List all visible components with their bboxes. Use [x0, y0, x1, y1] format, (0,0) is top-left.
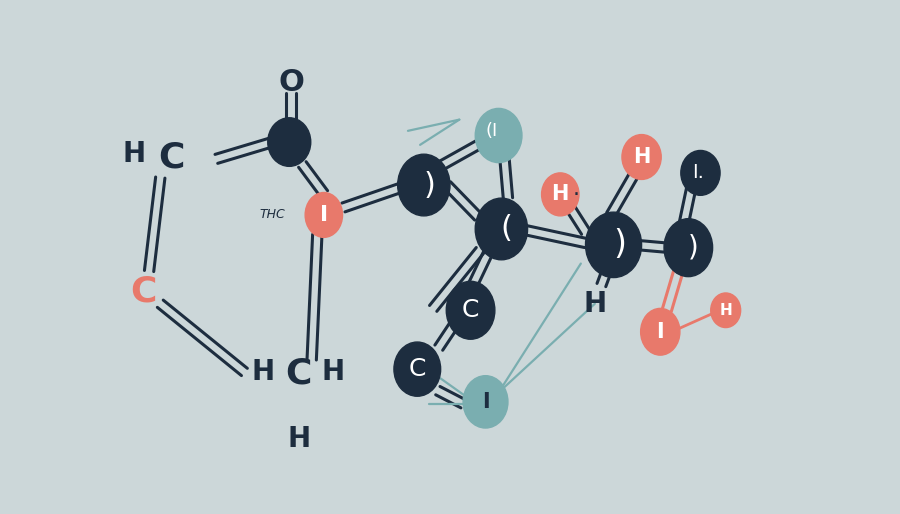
Text: H: H — [321, 358, 345, 386]
Ellipse shape — [641, 308, 680, 355]
Text: C: C — [285, 357, 311, 391]
Text: C: C — [409, 357, 426, 381]
Text: THC: THC — [259, 209, 285, 222]
Ellipse shape — [542, 173, 579, 216]
Ellipse shape — [475, 108, 522, 162]
Text: I: I — [656, 322, 664, 342]
Text: C: C — [462, 298, 479, 322]
Text: C: C — [158, 140, 184, 174]
Text: H: H — [251, 358, 274, 386]
Text: .: . — [572, 179, 580, 199]
Ellipse shape — [398, 154, 450, 216]
Text: O: O — [277, 128, 301, 156]
Ellipse shape — [475, 198, 527, 260]
Text: H: H — [719, 303, 732, 318]
Text: ): ) — [424, 171, 436, 199]
Text: C: C — [130, 274, 157, 308]
Ellipse shape — [664, 218, 713, 277]
Text: H: H — [583, 290, 607, 318]
Ellipse shape — [464, 376, 508, 428]
Ellipse shape — [586, 212, 642, 278]
Ellipse shape — [446, 281, 495, 339]
Ellipse shape — [394, 342, 441, 396]
Text: H: H — [287, 425, 310, 453]
Text: ): ) — [688, 234, 698, 262]
Ellipse shape — [622, 135, 662, 179]
Ellipse shape — [268, 118, 310, 167]
Ellipse shape — [711, 293, 741, 327]
Text: O: O — [277, 128, 301, 156]
Text: I.: I. — [692, 163, 704, 182]
Ellipse shape — [305, 193, 343, 237]
Text: H: H — [552, 185, 569, 205]
Ellipse shape — [680, 151, 720, 195]
Text: (I: (I — [486, 122, 499, 140]
Text: (: ( — [500, 214, 512, 244]
Text: H: H — [633, 147, 651, 167]
Text: H: H — [122, 140, 146, 168]
Text: O: O — [278, 68, 304, 97]
Text: ): ) — [614, 228, 626, 261]
Text: I: I — [320, 205, 328, 225]
Text: I: I — [482, 392, 490, 412]
